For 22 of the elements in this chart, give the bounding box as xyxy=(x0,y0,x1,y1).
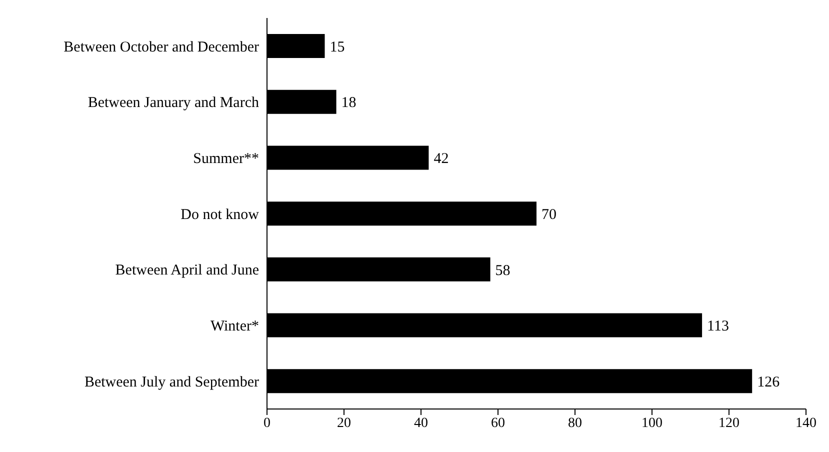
y-tick-label: Between January and March xyxy=(88,95,260,112)
data-label: 70 xyxy=(542,206,556,223)
y-tick-label: Between July and September xyxy=(84,374,259,390)
x-tick-label: 40 xyxy=(414,416,428,431)
data-label: 42 xyxy=(434,151,449,168)
data-label: 58 xyxy=(495,262,510,279)
y-tick-label: Between October and December xyxy=(64,39,259,56)
x-tick-label: 100 xyxy=(642,416,662,431)
y-tick-label: Do not know xyxy=(180,206,260,223)
y-tick-label: Summer** xyxy=(193,150,259,167)
data-label: 113 xyxy=(707,318,730,335)
y-tick-label: Between April and June xyxy=(115,262,260,279)
x-tick-label: 0 xyxy=(264,416,270,431)
x-tick-label: 80 xyxy=(568,416,582,431)
x-tick-label: 140 xyxy=(796,416,816,431)
data-label: 15 xyxy=(330,39,345,56)
data-label: 126 xyxy=(757,374,780,390)
x-tick-label: 20 xyxy=(337,416,351,431)
x-tick-label: 120 xyxy=(718,416,740,431)
y-tick-label: Winter* xyxy=(210,318,259,335)
x-tick-label: 60 xyxy=(491,416,505,431)
data-label: 18 xyxy=(341,95,356,112)
